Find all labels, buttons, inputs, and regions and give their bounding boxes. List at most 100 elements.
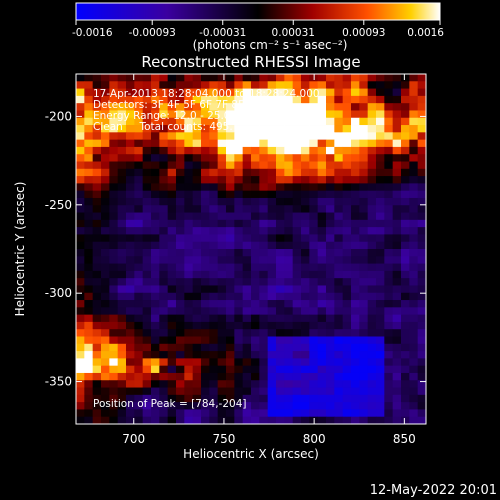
heatmap-cell (126, 329, 135, 337)
heatmap-cell (384, 292, 394, 301)
heatmap-cell (301, 336, 310, 345)
heatmap-cell (151, 285, 160, 294)
heatmap-cell (267, 358, 277, 367)
heatmap-cell (317, 103, 327, 111)
heatmap-cell (284, 205, 294, 213)
heatmap-cell (167, 263, 177, 272)
heatmap-cell (126, 154, 135, 162)
heatmap-cell (126, 234, 135, 243)
heatmap-cell (417, 278, 426, 286)
heatmap-cell (167, 285, 177, 294)
heatmap-cell (109, 307, 119, 316)
heatmap-cell (292, 212, 302, 221)
heatmap-cell (209, 190, 219, 199)
heatmap-cell (234, 227, 244, 235)
heatmap-cell (159, 351, 169, 359)
heatmap-cell (101, 387, 110, 396)
heatmap-cell (117, 234, 127, 243)
heatmap-cell (242, 285, 252, 294)
info-peak-position: Position of Peak = [784,-204] (93, 398, 247, 410)
heatmap-cell (392, 154, 402, 162)
heatmap-cell (417, 358, 426, 367)
heatmap-cell (359, 146, 369, 155)
heatmap-cell (92, 212, 102, 221)
heatmap-cell (192, 132, 202, 141)
heatmap-cell (392, 117, 402, 126)
heatmap-cell (92, 387, 102, 396)
heatmap-cell (76, 285, 85, 294)
heatmap-cell (301, 161, 310, 170)
heatmap-cell (409, 278, 419, 286)
heatmap-cell (326, 256, 335, 264)
heatmap-cell (334, 176, 344, 184)
heatmap-cell (401, 176, 410, 184)
heatmap-cell (417, 81, 426, 89)
heatmap-cell (242, 351, 252, 359)
heatmap-cell (376, 227, 385, 235)
heatmap-cell (351, 336, 360, 345)
heatmap-cell (334, 263, 344, 272)
heatmap-cell (117, 227, 127, 235)
heatmap-cell (217, 117, 227, 126)
heatmap-cell (167, 125, 177, 133)
heatmap-cell (151, 161, 160, 170)
heatmap-cell (92, 343, 102, 352)
heatmap-cell (376, 314, 385, 323)
heatmap-cell (284, 321, 294, 330)
heatmap-cell (142, 154, 152, 162)
heatmap-cell (184, 300, 194, 308)
heatmap-cell (92, 227, 102, 235)
heatmap-cell (217, 212, 227, 221)
heatmap-cell (326, 197, 335, 206)
heatmap-cell (176, 314, 185, 323)
heatmap-cell (226, 336, 235, 345)
heatmap-cell (376, 103, 385, 111)
heatmap-cell (301, 103, 310, 111)
heatmap-cell (234, 103, 244, 111)
heatmap-cell (176, 219, 185, 228)
heatmap-cell (84, 168, 94, 177)
heatmap-cell (209, 88, 219, 97)
heatmap-cell (301, 263, 310, 272)
heatmap-cell (276, 278, 285, 286)
heatmap-cell (334, 365, 344, 374)
heatmap-cell (392, 74, 402, 82)
heatmap-cell (284, 343, 294, 352)
heatmap-cell (334, 219, 344, 228)
heatmap-cell (292, 219, 302, 228)
heatmap-cell (376, 365, 385, 374)
heatmap-cell (401, 249, 410, 257)
heatmap-cell (292, 190, 302, 199)
heatmap-cell (384, 402, 394, 410)
heatmap-cell (234, 278, 244, 286)
heatmap-cell (284, 132, 294, 141)
heatmap-cell (142, 300, 152, 308)
heatmap-cell (151, 219, 160, 228)
heatmap-cell (267, 205, 277, 213)
heatmap-cell (192, 110, 202, 119)
heatmap-cell (117, 300, 127, 308)
heatmap-cell (384, 183, 394, 192)
heatmap-cell (109, 161, 119, 170)
heatmap-cell (84, 314, 94, 323)
heatmap-cell (359, 329, 369, 337)
heatmap-cell (342, 168, 352, 177)
heatmap-cell (367, 270, 377, 279)
heatmap-cell (284, 380, 294, 388)
heatmap-cell (117, 81, 127, 89)
heatmap-cell (251, 132, 260, 141)
heatmap-cell (401, 314, 410, 323)
heatmap-cell (376, 387, 385, 396)
heatmap-cell (384, 103, 394, 111)
heatmap-cell (317, 300, 327, 308)
heatmap-cell (409, 139, 419, 148)
heatmap-cell (226, 358, 235, 367)
heatmap-cell (242, 292, 252, 301)
heatmap-cell (376, 146, 385, 155)
heatmap-cell (201, 358, 210, 367)
heatmap-cell (209, 139, 219, 148)
heatmap-cell (401, 256, 410, 264)
heatmap-cell (292, 132, 302, 141)
heatmap-cell (267, 81, 277, 89)
heatmap-cell (109, 205, 119, 213)
